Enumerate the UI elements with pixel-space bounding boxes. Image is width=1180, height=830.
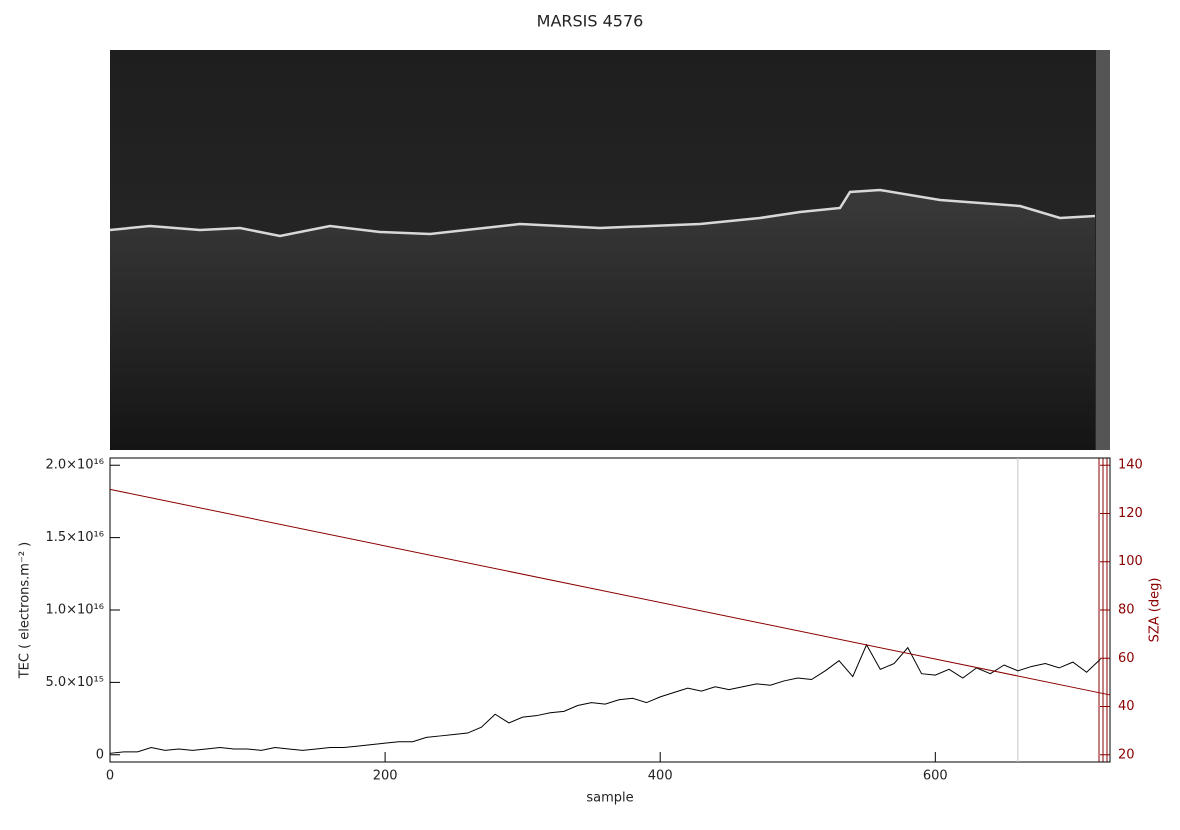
y2-axis-title: SZA (deg) (1148, 578, 1163, 643)
y-tick-label: 0 (96, 747, 104, 762)
x-tick-label: 200 (373, 769, 398, 784)
y-tick-label: 5.0×10¹⁵ (45, 675, 104, 690)
y-tick-label: 2.0×10¹⁶ (45, 458, 104, 473)
y-tick-label: 1.0×10¹⁶ (45, 603, 104, 618)
x-tick-label: 0 (106, 769, 114, 784)
x-tick-label: 600 (923, 769, 948, 784)
plot-frame (109, 457, 1111, 763)
data-line (109, 643, 1101, 754)
y2-tick-label: 60 (1118, 651, 1135, 666)
chart-title: MARSIS 4576 (537, 12, 644, 31)
y2-tick-label: 20 (1118, 747, 1135, 762)
y-tick-label: 1.5×10¹⁶ (45, 530, 104, 545)
y2-tick-label: 40 (1118, 699, 1135, 714)
y-axis-title: TEC ( electrons.m⁻² ) (18, 542, 33, 680)
radargram (109, 50, 1110, 450)
radargram-edge (1096, 50, 1110, 450)
x-tick-label: 400 (648, 769, 673, 784)
y2-tick-label: 80 (1118, 603, 1135, 618)
x-axis-title: sample (586, 791, 633, 806)
y2-tick-label: 120 (1118, 506, 1143, 521)
data-line (109, 488, 1111, 696)
y2-tick-label: 100 (1118, 554, 1143, 569)
y2-tick-label: 140 (1118, 458, 1143, 473)
subsurface (110, 190, 1095, 450)
surface-echo (109, 188, 1096, 238)
